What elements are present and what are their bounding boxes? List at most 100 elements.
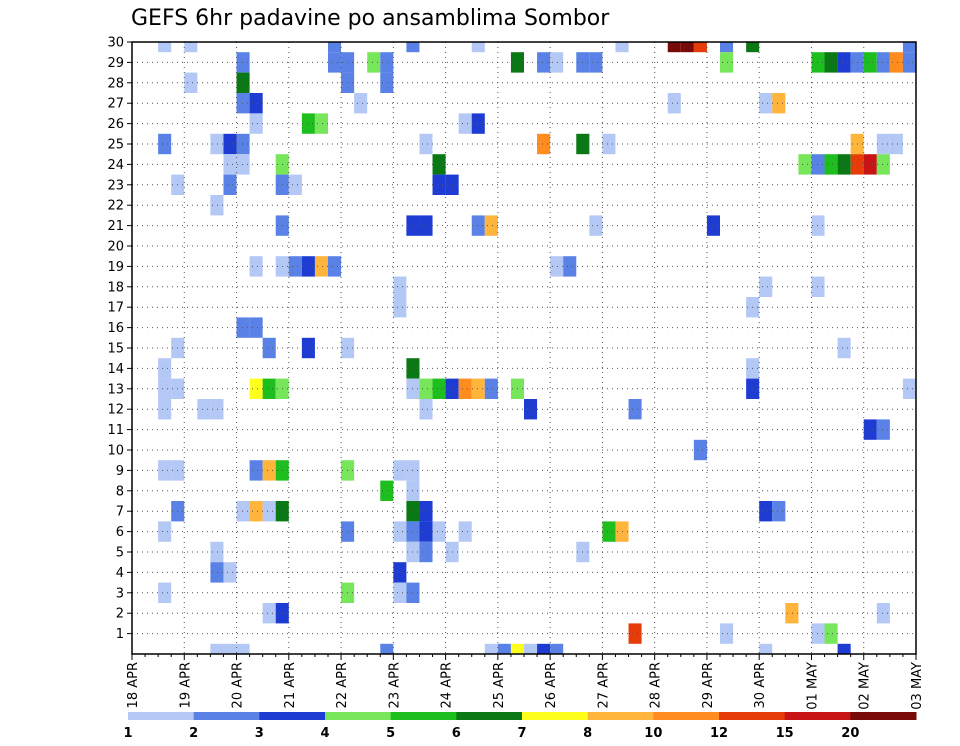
cell-m30-s2 [158, 42, 172, 53]
cell-m6-s20 [393, 521, 407, 542]
cell-m21-s22 [419, 215, 433, 236]
cell-m21-s26 [471, 215, 485, 236]
y-tick-label: 13 [107, 382, 124, 397]
cell-m30-s26 [471, 42, 485, 53]
y-tick-label: 2 [116, 607, 124, 622]
cell-m29-s35 [589, 52, 603, 73]
y-tick-label: 10 [107, 444, 124, 459]
cell-m12-s22 [419, 399, 433, 420]
cell-m21-s52 [811, 215, 825, 236]
cell-m1-s52 [811, 623, 825, 644]
cell-m0-s19 [380, 643, 394, 654]
colorbar-swatch [719, 712, 786, 720]
cell-m6-s23 [432, 521, 446, 542]
cell-m26-s14 [314, 113, 328, 134]
cell-m13-s27 [484, 378, 498, 399]
colorbar-label: 5 [386, 726, 395, 741]
colorbar-label: 2 [189, 726, 198, 741]
colorbar-label: 6 [452, 726, 461, 741]
y-tick-label: 27 [107, 97, 124, 112]
cell-m0-s29 [510, 643, 524, 654]
colorbar: 1 2 3 4 5 6 7 8 10 12 15 20 [123, 712, 917, 741]
cell-m14-s2 [158, 358, 172, 379]
colorbar-label: 12 [710, 726, 728, 741]
cell-m30-s4 [184, 42, 198, 53]
x-tick-label: 19 APR [178, 662, 193, 708]
cell-m29-s45 [720, 52, 734, 73]
colorbar-swatch [390, 712, 457, 720]
cell-m30-s21 [406, 42, 420, 53]
cell-m23-s7 [223, 174, 237, 195]
y-tick-label: 21 [107, 219, 124, 234]
cell-m1-s45 [720, 623, 734, 644]
cell-m23-s12 [288, 174, 302, 195]
y-tick-label: 3 [116, 586, 124, 601]
cell-m29-s59 [902, 52, 916, 73]
cell-m27-s9 [249, 93, 263, 114]
y-tick-label: 15 [107, 342, 124, 357]
x-tick-label: 25 APR [492, 662, 507, 708]
cell-m29-s57 [876, 52, 890, 73]
cell-m9-s10 [262, 460, 276, 481]
cell-m7-s22 [419, 501, 433, 522]
cell-m25-s57 [876, 133, 890, 155]
y-tick-label: 1 [116, 627, 124, 642]
cell-m29-s56 [863, 52, 877, 73]
cell-m29-s19 [380, 52, 394, 73]
colorbar-label: 3 [255, 726, 264, 741]
cell-m18-s52 [811, 276, 825, 297]
y-tick-label: 20 [107, 240, 124, 255]
y-tick-label: 28 [107, 76, 124, 91]
cell-m7-s8 [236, 501, 250, 522]
colorbar-swatch [456, 712, 523, 720]
cell-m30-s42 [680, 42, 694, 53]
cell-m29-s54 [837, 52, 851, 73]
cell-m19-s33 [563, 256, 577, 277]
colorbar-label: 7 [517, 726, 526, 741]
y-tick-label: 17 [107, 301, 124, 316]
colorbar-swatch [784, 712, 851, 720]
cell-m13-s25 [458, 378, 472, 399]
y-tick-label: 7 [116, 505, 124, 520]
cell-m27-s48 [759, 93, 773, 114]
cell-m6-s36 [602, 521, 616, 542]
cell-m3-s20 [393, 582, 407, 603]
x-tick-label: 21 APR [283, 662, 298, 708]
cell-m0-s6 [210, 643, 224, 654]
cell-m9-s20 [393, 460, 407, 481]
y-tick-label: 29 [107, 56, 124, 71]
cell-m17-s20 [393, 297, 407, 318]
cell-m21-s27 [484, 215, 498, 236]
cell-m29-s58 [889, 52, 903, 73]
cell-m29-s53 [824, 52, 838, 73]
cell-m27-s8 [236, 93, 250, 114]
cell-m26-s25 [458, 113, 472, 134]
cell-m30-s43 [693, 42, 707, 53]
cell-m7-s49 [772, 501, 786, 522]
cell-m12-s6 [210, 399, 224, 420]
colorbar-label: 8 [583, 726, 592, 741]
x-tick-label: 02 MAY [858, 662, 873, 710]
cell-m15-s54 [837, 337, 851, 359]
y-tick-label: 4 [116, 566, 124, 581]
colorbar-swatch [325, 712, 392, 720]
cell-m24-s8 [236, 154, 250, 175]
y-tick-label: 25 [107, 138, 124, 153]
cell-m29-s31 [537, 52, 551, 73]
cell-m19-s15 [328, 256, 342, 277]
x-tick-label: 28 APR [649, 662, 664, 708]
cell-m0-s27 [484, 643, 498, 654]
cell-m30-s47 [746, 42, 760, 53]
y-tick-label: 14 [107, 362, 124, 377]
x-tick-label: 24 APR [440, 662, 455, 708]
colorbar-label: 20 [841, 726, 859, 741]
cell-m13-s22 [419, 378, 433, 399]
cell-m25-s2 [158, 133, 172, 155]
cell-m29-s52 [811, 52, 825, 73]
y-tick-label: 5 [116, 546, 124, 561]
cell-m8-s19 [380, 480, 394, 501]
y-tick-label: 11 [107, 423, 124, 438]
cell-m0-s7 [223, 643, 237, 654]
cell-m24-s51 [798, 154, 812, 175]
colorbar-label: 4 [320, 726, 329, 741]
